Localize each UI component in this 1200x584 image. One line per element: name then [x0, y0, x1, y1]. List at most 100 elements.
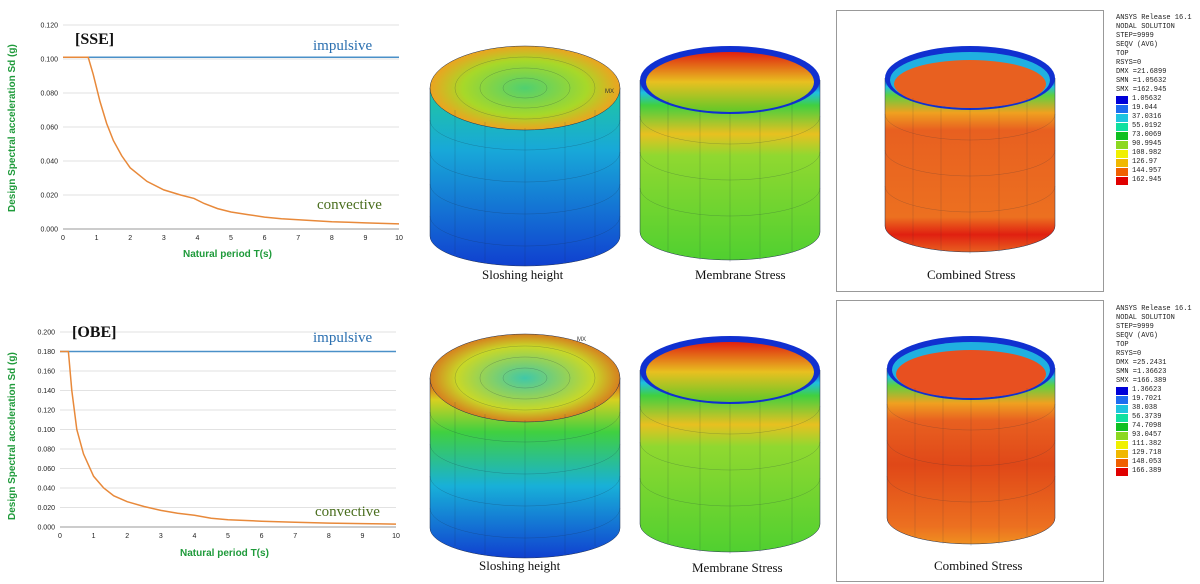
legend-entry: 90.9945 — [1116, 140, 1200, 149]
y-tick-label: 0.200 — [37, 330, 55, 337]
legend-entry: 166.389 — [1116, 467, 1200, 476]
convective-label: convective — [315, 504, 380, 520]
x-tick-label: 3 — [159, 533, 163, 540]
x-tick-label: 4 — [192, 533, 196, 540]
legend-value: 19.044 — [1132, 104, 1158, 112]
impulsive-label: impulsive — [313, 38, 373, 54]
legend-swatch — [1116, 149, 1128, 158]
legend-header-line: ANSYS Release 16.1 — [1116, 305, 1192, 313]
legend-header: ANSYS Release 16.1 NODAL SOLUTION STEP=999… — [1116, 14, 1200, 95]
legend-value: 38.038 — [1132, 404, 1158, 412]
legend-value: 126.97 — [1132, 158, 1158, 166]
y-tick-label: 0.100 — [40, 57, 58, 64]
legend-entry: 19.7021 — [1116, 395, 1200, 404]
legend-swatch — [1116, 449, 1128, 458]
x-tick-label: 2 — [128, 235, 132, 242]
legend-entry: 108.982 — [1116, 149, 1200, 158]
legend-value: 1.36623 — [1132, 386, 1162, 394]
y-tick-label: 0.080 — [37, 447, 55, 454]
load-case-label: [OBE] — [72, 324, 117, 341]
x-tick-label: 8 — [330, 235, 334, 242]
y-tick-label: 0.080 — [40, 91, 58, 98]
legend-swatch — [1116, 458, 1128, 467]
spectrum-chart-obe: 0.000 0.020 0.040 0.060 0.080 0.100 0.120 0.140… — [0, 292, 410, 577]
x-tick-label: 6 — [260, 533, 264, 540]
legend-entry: 148.053 — [1116, 458, 1200, 467]
x-tick-label: 4 — [195, 235, 199, 242]
legend-value: 37.0316 — [1132, 113, 1162, 121]
legend-header-line: SEQV (AVG) — [1116, 332, 1159, 340]
x-tick-label: 0 — [61, 235, 65, 242]
load-case-label: [SSE] — [75, 31, 115, 48]
legend-entry: 74.7098 — [1116, 422, 1200, 431]
ansys-legend: ANSYS Release 16.1 NODAL SOLUTION STEP=999… — [1116, 14, 1200, 185]
legend-value: 19.7021 — [1132, 395, 1162, 403]
y-tick-label: 0.020 — [40, 193, 58, 200]
legend-value: 162.945 — [1132, 176, 1162, 184]
legend-value: 166.389 — [1132, 467, 1162, 475]
legend-swatch — [1116, 131, 1128, 140]
y-tick-label: 0.020 — [37, 505, 55, 512]
legend-value: 56.3739 — [1132, 413, 1162, 421]
y-axis-label: Design Spectral acceleration Sd (g) — [7, 44, 18, 212]
caption-membrane-stress: Membrane Stress — [692, 560, 783, 575]
y-tick-label: 0.100 — [37, 427, 55, 434]
svg-text:MX: MX — [577, 337, 586, 343]
convective-label: convective — [317, 197, 382, 213]
legend-header-line: DMX =25.2431 — [1116, 359, 1167, 367]
legend-entry: 126.97 — [1116, 158, 1200, 167]
legend-value: 73.0069 — [1132, 131, 1162, 139]
combined-stress-model — [884, 46, 1056, 254]
x-tick-label: 9 — [360, 533, 364, 540]
legend-header-line: TOP — [1116, 341, 1129, 349]
legend-header-line: SMX =166.389 — [1116, 377, 1167, 385]
membrane-stress-model — [639, 336, 821, 554]
y-tick-label: 0.180 — [37, 349, 55, 356]
legend-header-line: RSYS=0 — [1116, 59, 1142, 67]
series-line-convective — [60, 350, 397, 525]
x-tick-label: 1 — [92, 533, 96, 540]
legend-header-line: SEQV (AVG) — [1116, 41, 1159, 49]
legend-swatch — [1116, 440, 1128, 449]
legend-entry: 93.0457 — [1116, 431, 1200, 440]
legend-entry: 144.957 — [1116, 167, 1200, 176]
legend-header: ANSYS Release 16.1 NODAL SOLUTION STEP=999… — [1116, 305, 1200, 386]
legend-entry: 19.044 — [1116, 104, 1200, 113]
panel-row-obe: 0.000 0.020 0.040 0.060 0.080 0.100 0.120 0.140… — [0, 292, 1200, 584]
legend-swatch — [1116, 395, 1128, 404]
legend-swatch — [1116, 113, 1128, 122]
legend-value: 148.053 — [1132, 458, 1162, 466]
caption-sloshing-height: Sloshing height — [482, 267, 564, 282]
legend-entry: 38.038 — [1116, 404, 1200, 413]
caption-membrane-stress: Membrane Stress — [695, 267, 786, 282]
legend-entry: 37.0316 — [1116, 113, 1200, 122]
ansys-legend: ANSYS Release 16.1 NODAL SOLUTION STEP=999… — [1116, 305, 1200, 476]
legend-entry: 1.36623 — [1116, 386, 1200, 395]
sloshing-height-model: MX — [429, 333, 621, 559]
spectrum-chart-svg: 0.000 0.020 0.040 0.060 0.080 0.100 0.120 0.140… — [37, 330, 400, 541]
y-axis-label: Design Spectral acceleration Sd (g) — [7, 352, 18, 520]
x-tick-label: 3 — [162, 235, 166, 242]
y-tick-label: 0.120 — [37, 408, 55, 415]
legend-value: 144.957 — [1132, 167, 1162, 175]
caption-sloshing-height: Sloshing height — [479, 558, 561, 573]
legend-value: 90.9945 — [1132, 140, 1162, 148]
legend-header-line: SMN =1.05632 — [1116, 77, 1167, 85]
legend-header-line: ANSYS Release 16.1 — [1116, 14, 1192, 22]
sloshing-height-model: MX — [429, 45, 621, 267]
x-axis-label: Natural period T(s) — [180, 548, 269, 559]
legend-value: 1.05632 — [1132, 95, 1162, 103]
x-tick-label: 7 — [293, 533, 297, 540]
x-tick-label: 2 — [125, 533, 129, 540]
legend-header-line: SMX =162.945 — [1116, 86, 1167, 94]
y-tick-label: 0.120 — [40, 23, 58, 30]
legend-header-line: NODAL SOLUTION — [1116, 314, 1175, 322]
y-tick-label: 0.000 — [40, 227, 58, 234]
legend-value: 55.0192 — [1132, 122, 1162, 130]
legend-entry: 1.05632 — [1116, 95, 1200, 104]
legend-swatch — [1116, 104, 1128, 113]
series-line-convective — [63, 56, 400, 225]
x-tick-label: 8 — [327, 533, 331, 540]
x-tick-label: 6 — [263, 235, 267, 242]
x-tick-label: 0 — [58, 533, 62, 540]
